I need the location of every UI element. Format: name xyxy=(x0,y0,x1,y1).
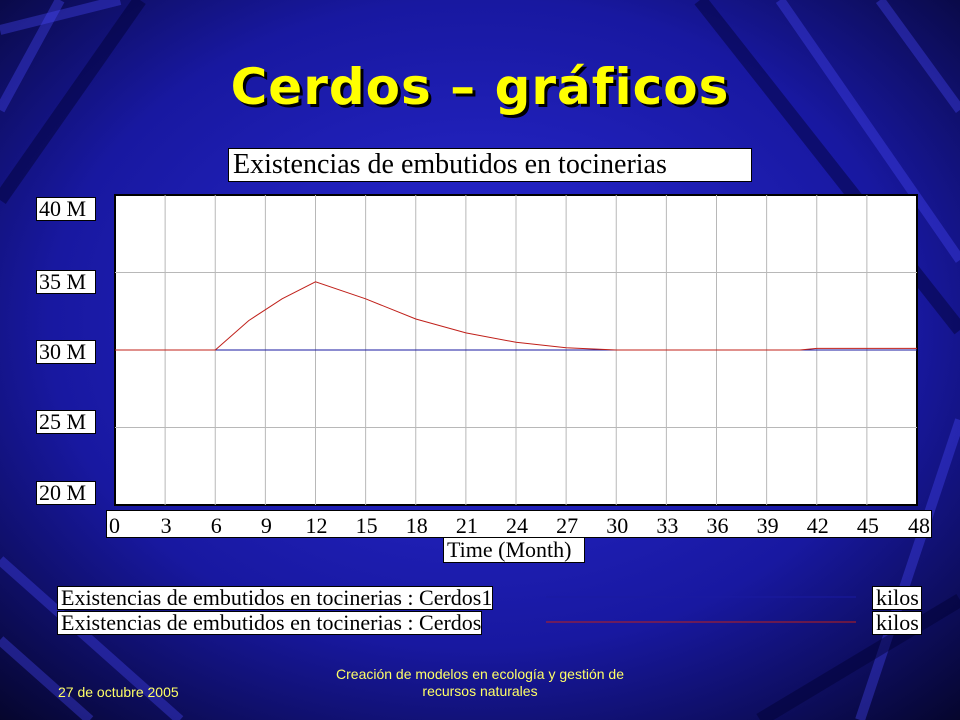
x-tick-label: 18 xyxy=(406,513,428,538)
legend-label-cerdos: Existencias de embutidos en tocinerias :… xyxy=(57,611,483,635)
y-tick-label: 40 M xyxy=(36,197,96,221)
series-line-cerdos xyxy=(115,281,917,351)
x-tick-label: 45 xyxy=(857,513,879,538)
x-tick-label: 12 xyxy=(306,513,328,538)
x-tick-label: 48 xyxy=(908,513,930,538)
x-tick-label: 15 xyxy=(356,513,378,538)
x-tick-label: 27 xyxy=(556,513,578,538)
x-tick-label: 3 xyxy=(161,513,172,538)
x-tick-label: 21 xyxy=(456,513,478,538)
plot-area xyxy=(114,194,918,506)
y-tick-label: 25 M xyxy=(36,410,96,434)
footer-date: 27 de octubre 2005 xyxy=(58,684,179,700)
y-tick-label: 35 M xyxy=(36,270,96,294)
legend-unit-cerdos: kilos xyxy=(872,611,922,635)
y-tick-label: 20 M xyxy=(36,481,96,505)
x-tick-labels: 0 3 6 9 12 15 18 21 24 27 30 33 36 39 42 45 48 xyxy=(109,513,930,538)
slide-title: Cerdos – gráficos xyxy=(230,58,730,116)
x-tick-label: 0 xyxy=(109,513,120,538)
chart-title: Existencias de embutidos en tocinerias xyxy=(228,148,752,182)
x-tick-label: 33 xyxy=(656,513,678,538)
footer-course-title: Creación de modelos en ecología y gestió… xyxy=(336,666,624,699)
x-tick-label: 9 xyxy=(261,513,272,538)
series-layer xyxy=(115,281,917,351)
x-tick-row: 0 3 6 9 12 15 18 21 24 27 30 33 36 39 42 45 48 xyxy=(106,510,932,538)
legend-swatches xyxy=(546,596,856,623)
x-tick-label: 30 xyxy=(606,513,628,538)
x-tick-label: 42 xyxy=(807,513,829,538)
x-tick-label: 24 xyxy=(506,513,528,538)
x-tick-label: 6 xyxy=(211,513,222,538)
x-axis-label: Time (Month) xyxy=(443,537,585,563)
legend-label-cerdos1: Existencias de embutidos en tocinerias :… xyxy=(57,586,494,610)
legend-unit-cerdos1: kilos xyxy=(872,586,922,610)
y-tick-label: 30 M xyxy=(36,340,96,364)
x-tick-label: 39 xyxy=(757,513,779,538)
x-tick-label: 36 xyxy=(707,513,729,538)
